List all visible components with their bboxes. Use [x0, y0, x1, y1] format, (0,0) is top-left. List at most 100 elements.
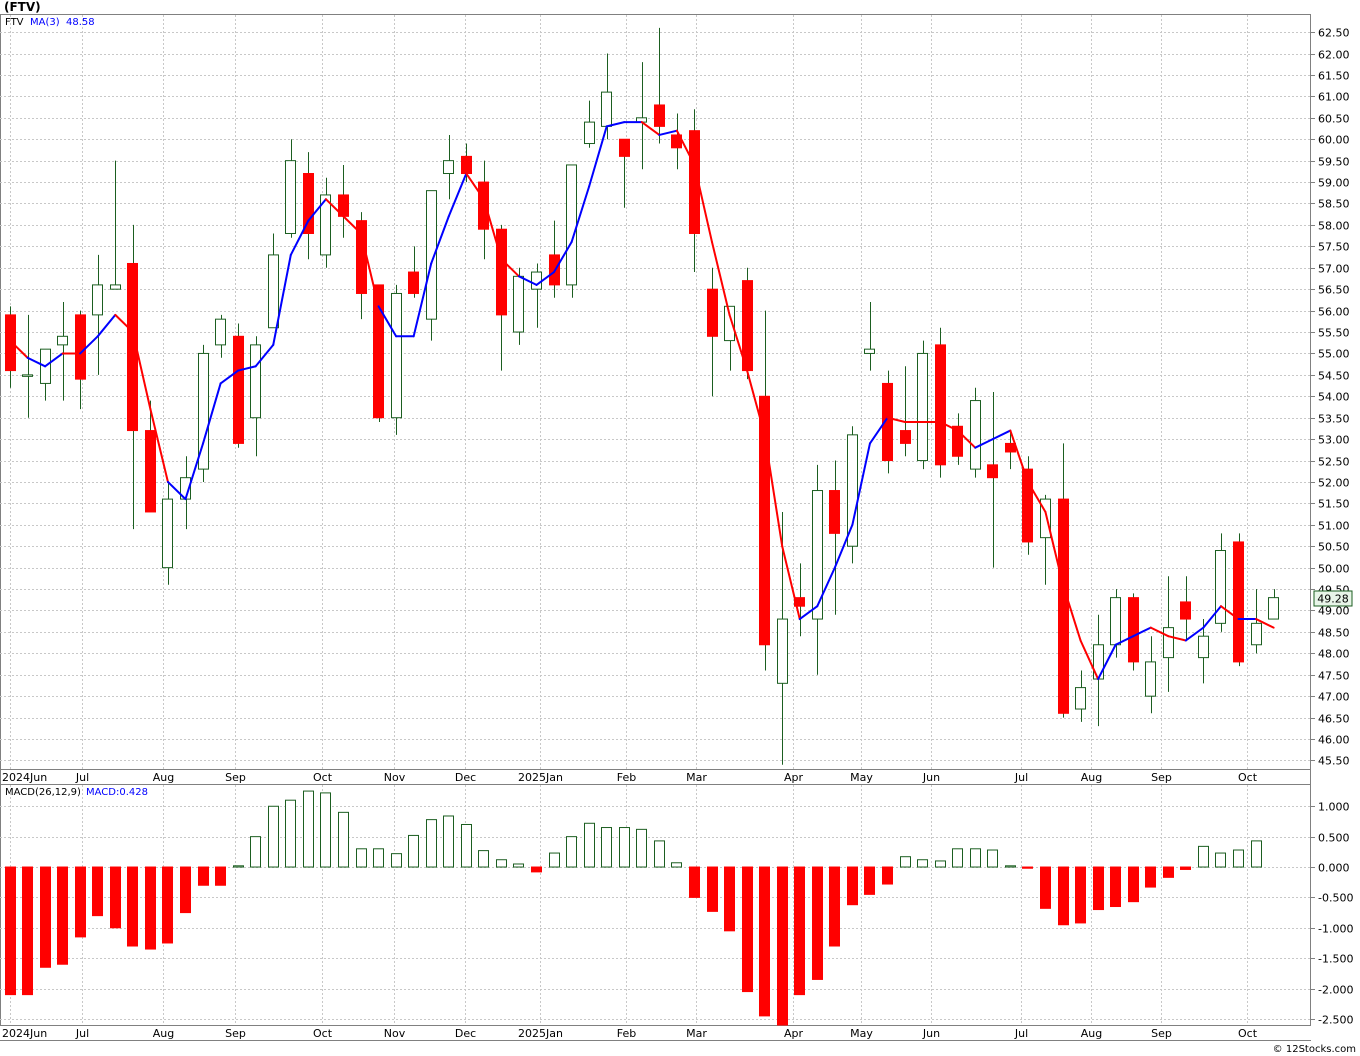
candle [233, 323, 244, 448]
candle [1233, 533, 1244, 667]
candle-body-down [1005, 442, 1016, 453]
ma-segment [640, 121, 661, 136]
macd-bar-negative [707, 866, 718, 912]
candle [22, 314, 33, 418]
candle [935, 327, 946, 478]
candle-body-up [864, 348, 875, 354]
candle-body-down [75, 314, 86, 380]
candle-body-down [794, 597, 805, 607]
ma-segment [956, 429, 977, 449]
price-y-tick-label: 48.00 [1318, 648, 1350, 661]
legend-symbol: FTV [5, 17, 24, 28]
ma-segment [974, 438, 994, 449]
price-y-tick-label: 54.00 [1318, 391, 1350, 404]
candlestick-series [5, 27, 1279, 765]
candle [584, 100, 595, 148]
candle-body-down [408, 271, 419, 294]
ma-segment [412, 262, 433, 338]
candle-body-up [92, 284, 103, 316]
macd-bar-positive [1005, 865, 1016, 868]
ma-segment [1026, 480, 1047, 513]
candle-body-up [1268, 597, 1279, 620]
candle-body-up [513, 275, 524, 333]
candle-body-down [461, 155, 472, 175]
candle-body-up [57, 335, 68, 346]
macd-y-axis: -2.500 -2.000 -1.500 -1.000 -0.500 0.000 0.500… [1310, 801, 1353, 1027]
macd-bar-positive [1251, 840, 1262, 868]
candle [1163, 576, 1174, 692]
price-y-axis: 45.50 46.00 46.50 47.00 47.50 48.00 48.50 49.00… [1310, 27, 1350, 768]
ma-segment [184, 442, 205, 501]
price-y-tick-label: 46.50 [1318, 713, 1350, 726]
ma-segment [26, 356, 47, 368]
candle-body-up [198, 352, 209, 470]
macd-bar-negative [882, 866, 893, 885]
macd-x-tick-label: Jul [75, 1027, 89, 1040]
macd-bar-negative [215, 866, 226, 886]
ma-segment [482, 198, 503, 261]
candle [812, 464, 823, 675]
candle-body-down [742, 280, 753, 372]
macd-bar-negative [1022, 866, 1033, 869]
price-x-tick-label: Apr [784, 771, 804, 784]
candle [654, 27, 665, 144]
macd-bar-negative [689, 866, 700, 898]
price-x-tick-label: Sep [225, 771, 246, 784]
price-x-tick-label: Aug [153, 771, 174, 784]
ma-segment [763, 433, 784, 548]
macd-bar-positive [1198, 845, 1209, 868]
candle [1198, 619, 1209, 684]
price-y-tick-label: 62.00 [1318, 49, 1350, 62]
candle-body-down [900, 430, 911, 444]
candle [1215, 533, 1226, 632]
macd-y-tick-label: -0.500 [1318, 892, 1353, 905]
ma-segment [711, 241, 731, 316]
macd-bar-positive [584, 822, 595, 868]
ma-segment [605, 121, 626, 128]
candle [320, 177, 331, 268]
candle [198, 344, 209, 482]
last-price-value: 49.28 [1317, 592, 1349, 605]
macd-bar-positive [654, 840, 665, 868]
ma-segment [675, 129, 696, 166]
candle-body-down [829, 490, 840, 534]
ma-segment [991, 429, 1012, 441]
ma-segment [131, 331, 152, 411]
price-y-tick-label: 56.50 [1318, 284, 1350, 297]
candle-body-down [759, 395, 770, 646]
price-y-tick-label: 61.50 [1318, 70, 1350, 83]
footer-copyright: © 12Stocks.com [1273, 1044, 1356, 1055]
ma-segment [1255, 618, 1275, 629]
candle-body-down [1180, 601, 1191, 620]
ma-segment [202, 382, 222, 445]
candle-body-up [584, 121, 595, 145]
last-price-tag: 49.28 [1313, 590, 1353, 607]
candle-body-down [1233, 541, 1244, 663]
candle-body-up [215, 318, 226, 346]
macd-bar-positive [408, 834, 419, 868]
candle [92, 254, 103, 375]
price-y-tick-label: 58.00 [1318, 220, 1350, 233]
macd-bar-positive [917, 859, 928, 868]
price-x-tick-label: Sep [1151, 771, 1172, 784]
ma-segment [377, 305, 398, 338]
macd-bar-positive [373, 848, 384, 868]
candle [777, 511, 788, 765]
ma-segment [289, 219, 310, 256]
macd-bar-positive [461, 823, 472, 868]
ma-segment [254, 343, 275, 368]
price-x-tick-label: Oct [313, 771, 333, 784]
macd-y-tick-label: -2.500 [1318, 1014, 1353, 1027]
ma-segment [570, 185, 591, 244]
ma-segment [693, 163, 713, 244]
price-y-tick-label: 51.50 [1318, 498, 1350, 511]
macd-bar-positive [391, 853, 402, 868]
macd-bar-negative [724, 866, 735, 932]
price-x-tick-label: Feb [617, 771, 636, 784]
macd-bar-negative [110, 866, 121, 929]
ma-segment [1219, 605, 1240, 621]
price-x-tick-label: Nov [384, 771, 406, 784]
price-y-tick-label: 60.00 [1318, 134, 1350, 147]
price-x-tick-label: Oct [1238, 771, 1258, 784]
candle [127, 224, 138, 530]
